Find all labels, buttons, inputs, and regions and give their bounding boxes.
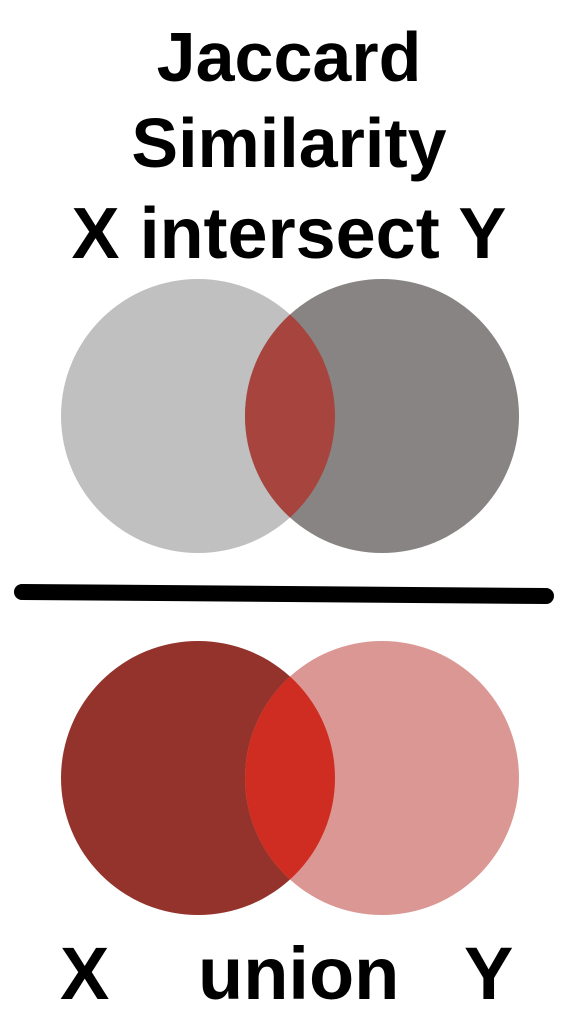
top-intersection-region: [245, 279, 335, 553]
union-label-y: Y: [464, 932, 514, 1015]
title-line-3: X intersect Y: [71, 194, 507, 274]
union-venn: [61, 641, 519, 915]
title-line-1: Jaccard: [156, 18, 422, 96]
union-label-x: X: [60, 932, 110, 1015]
intersect-venn: [61, 279, 519, 553]
bottom-intersection-region: [245, 641, 335, 915]
union-label-op: union: [198, 932, 400, 1015]
fraction-divider: [14, 584, 554, 604]
title-line-2: Similarity: [131, 104, 447, 182]
